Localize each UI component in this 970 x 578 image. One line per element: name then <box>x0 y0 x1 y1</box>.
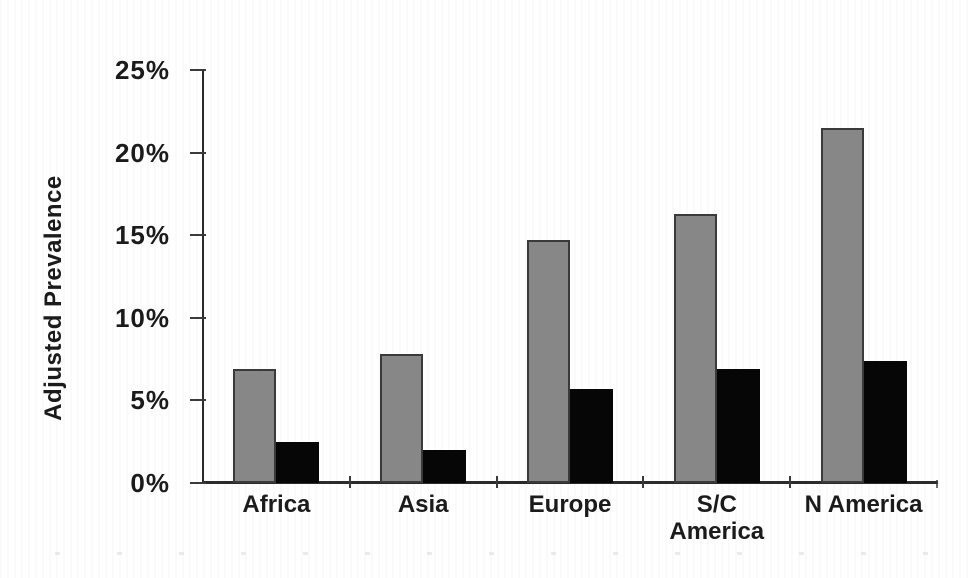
x-category-label-2: Europe <box>528 491 612 518</box>
y-tick-label-10: 10% <box>114 302 170 333</box>
y-tick-label-0: 0% <box>130 468 170 498</box>
bar-europe-black-bars <box>570 388 613 483</box>
bar-asia-gray-bars <box>380 354 424 483</box>
y-tick-25 <box>190 69 206 71</box>
y-tick-label-15: 15% <box>114 220 170 251</box>
y-tick-label-25: 25% <box>114 55 170 85</box>
y-axis-line <box>202 70 204 484</box>
x-category-label-0: Africa <box>242 491 311 518</box>
y-tick-label-20: 20% <box>114 137 170 168</box>
x-tick-4 <box>789 476 792 488</box>
bar-s-c-america-gray-bars <box>673 213 717 483</box>
bar-asia-black-bars <box>423 449 467 483</box>
y-tick-5 <box>190 399 206 402</box>
scan-artifact-row <box>55 552 935 555</box>
y-tick-20 <box>190 151 206 154</box>
y-tick-10 <box>190 316 206 319</box>
x-category-label-4: N America <box>804 491 923 518</box>
bar-s-c-america-black-bars <box>716 369 760 483</box>
y-tick-15 <box>190 234 206 237</box>
x-category-label-1: Asia <box>397 491 449 518</box>
bar-europe-gray-bars <box>527 240 570 483</box>
x-category-label-3: S/C America <box>669 491 765 545</box>
y-tick-0 <box>190 482 206 484</box>
x-tick-1 <box>348 476 351 488</box>
x-tick-end <box>936 480 938 488</box>
bar-n-america-gray-bars <box>820 127 864 483</box>
bar-africa-black-bars <box>276 441 320 483</box>
x-tick-3 <box>642 476 645 488</box>
x-tick-2 <box>495 476 498 488</box>
bar-africa-gray-bars <box>233 369 277 483</box>
y-tick-label-5: 5% <box>130 385 170 416</box>
bar-n-america-black-bars <box>863 360 907 483</box>
